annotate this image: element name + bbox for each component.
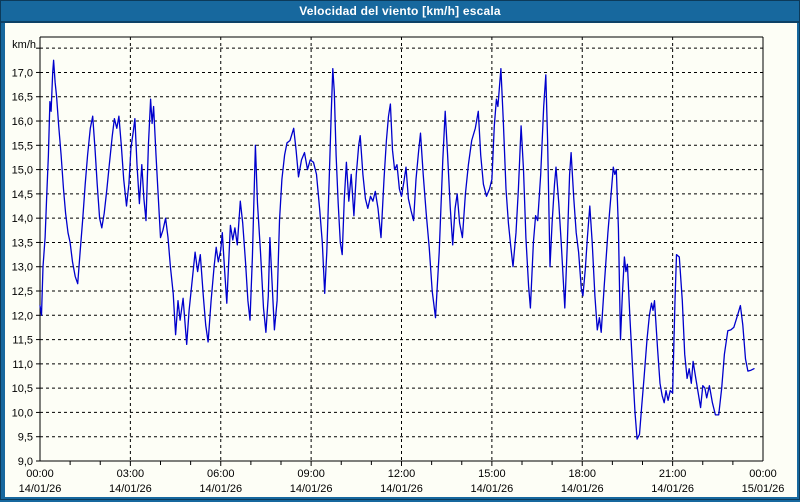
- y-tick-label: 14,0: [12, 213, 33, 225]
- x-tick-date-label: 14/01/26: [651, 483, 694, 495]
- y-tick-label: 13,0: [12, 262, 33, 274]
- y-tick-label: 10,5: [12, 383, 33, 395]
- y-axis-unit-label: km/h: [12, 39, 36, 51]
- x-tick-date-label: 14/01/26: [380, 483, 423, 495]
- y-tick-label: 16,5: [12, 92, 33, 104]
- title-bar: Velocidad del viento [km/h] escala: [1, 1, 799, 23]
- x-tick-date-label: 14/01/26: [561, 483, 604, 495]
- x-tick-time-label: 21:00: [659, 468, 687, 480]
- x-tick-date-label: 14/01/26: [470, 483, 513, 495]
- y-tick-label: 11,0: [12, 359, 33, 371]
- wind-speed-line: [39, 59, 755, 440]
- y-tick-label: 11,5: [12, 335, 33, 347]
- y-tick-label: 10,0: [12, 407, 33, 419]
- y-tick-label: 9,0: [18, 456, 33, 468]
- y-tick-label: 17,0: [12, 67, 33, 79]
- y-tick-label: 15,0: [12, 165, 33, 177]
- x-tick-date-label: 15/01/26: [742, 483, 785, 495]
- x-tick-time-label: 00:00: [26, 468, 54, 480]
- x-tick-time-label: 09:00: [297, 468, 325, 480]
- y-tick-label: 9,5: [18, 432, 33, 444]
- y-tick-label: 15,5: [12, 140, 33, 152]
- y-tick-label: 13,5: [12, 237, 33, 249]
- y-tick-label: 12,0: [12, 310, 33, 322]
- chart-title: Velocidad del viento [km/h] escala: [299, 4, 501, 18]
- x-tick-time-label: 03:00: [117, 468, 145, 480]
- y-tick-label: 12,5: [12, 286, 33, 298]
- x-tick-time-label: 15:00: [478, 468, 506, 480]
- y-tick-label: 16,0: [12, 116, 33, 128]
- x-tick-date-label: 14/01/26: [290, 483, 333, 495]
- x-tick-date-label: 14/01/26: [199, 483, 242, 495]
- wind-speed-chart: km/h 17,0 16,5 16,0 15,5 15,0 14,5 14,0 13,5 13,0…: [12, 36, 785, 495]
- x-tick-time-label: 18:00: [568, 468, 596, 480]
- x-tick-date-label: 14/01/26: [19, 483, 62, 495]
- x-tick-time-label: 12:00: [388, 468, 416, 480]
- y-tick-label: 14,5: [12, 189, 33, 201]
- x-tick-time-label: 06:00: [207, 468, 235, 480]
- x-tick-date-label: 14/01/26: [109, 483, 152, 495]
- x-tick-time-label: 00:00: [749, 468, 777, 480]
- chart-panel: km/h 17,0 16,5 16,0 15,5 15,0 14,5 14,0 13,5 13,0…: [5, 23, 797, 497]
